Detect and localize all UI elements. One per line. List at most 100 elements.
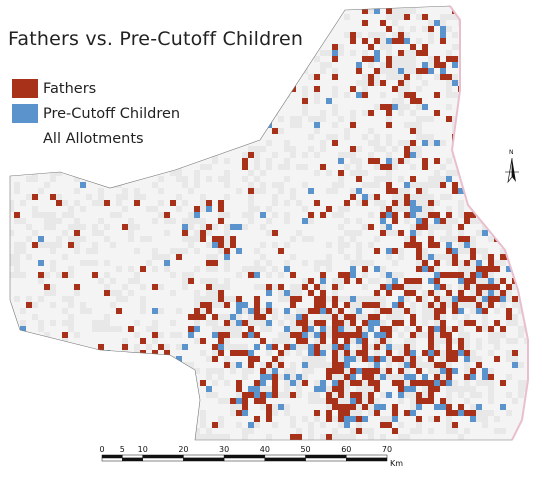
allotment-parcel [176,380,182,386]
allotment-parcel [38,392,44,398]
allotment-parcel [470,188,476,194]
allotment-parcel [344,374,350,380]
allotment-parcel [398,74,404,80]
allotment-parcel [206,242,212,248]
allotment-parcel [260,392,266,398]
allotment-parcel [254,50,260,56]
allotment-parcel [134,356,140,362]
allotment-parcel [482,380,488,386]
allotment-parcel [218,20,224,26]
allotment-parcel [350,434,356,440]
allotment-parcel [506,440,512,446]
allotment-parcel [500,62,506,68]
allotment-parcel [464,368,470,374]
allotment-parcel [56,422,62,428]
allotment-parcel [38,410,44,416]
allotment-parcel [368,128,374,134]
allotment-parcel [410,152,416,158]
allotment-parcel [26,176,32,182]
allotment-parcel [434,320,440,326]
allotment-parcel [14,242,20,248]
allotment-parcel [374,56,380,62]
allotment-parcel [74,236,80,242]
allotment-parcel [224,434,230,440]
allotment-parcel [104,272,110,278]
allotment-parcel [344,338,350,344]
allotment-parcel [392,14,398,20]
allotment-parcel [368,302,374,308]
allotment-parcel [320,308,326,314]
allotment-parcel [386,176,392,182]
allotment-parcel [266,350,272,356]
allotment-parcel [392,314,398,320]
allotment-parcel [458,308,464,314]
allotment-parcel [404,50,410,56]
allotment-parcel [248,272,254,278]
allotment-parcel [416,230,422,236]
allotment-parcel [422,398,428,404]
allotment-parcel [506,356,512,362]
allotment-parcel [494,140,500,146]
legend-item-allotments: All Allotments [12,126,180,151]
allotment-parcel [338,206,344,212]
allotment-parcel [470,260,476,266]
allotment-parcel [92,362,98,368]
allotment-parcel [428,386,434,392]
allotment-parcel [506,296,512,302]
allotment-parcel [464,428,470,434]
allotment-parcel [344,410,350,416]
allotment-parcel [344,134,350,140]
allotment-parcel [374,302,380,308]
allotment-parcel [236,188,242,194]
scale-tick-label: 60 [341,445,351,454]
allotment-parcel [350,230,356,236]
allotment-parcel [284,74,290,80]
allotment-parcel [356,164,362,170]
allotment-parcel [332,374,338,380]
allotment-parcel [500,230,506,236]
allotment-parcel [320,326,326,332]
allotment-parcel [260,254,266,260]
allotment-parcel [302,110,308,116]
allotment-parcel [416,122,422,128]
allotment-parcel [422,350,428,356]
allotment-parcel [98,320,104,326]
allotment-parcel [254,320,260,326]
allotment-parcel [374,344,380,350]
allotment-parcel [50,248,56,254]
allotment-parcel [50,242,56,248]
allotment-parcel [362,8,368,14]
allotment-parcel [530,140,536,146]
allotment-parcel [272,308,278,314]
allotment-parcel [14,74,20,80]
allotment-parcel [284,20,290,26]
allotment-parcel [140,110,146,116]
allotment-parcel [20,272,26,278]
allotment-parcel [272,26,278,32]
allotment-parcel [170,68,176,74]
allotment-parcel [206,200,212,206]
allotment-parcel [188,86,194,92]
allotment-parcel [338,434,344,440]
allotment-parcel [134,194,140,200]
allotment-parcel [26,374,32,380]
allotment-parcel [476,206,482,212]
allotment-parcel [26,98,32,104]
allotment-parcel [140,104,146,110]
allotment-parcel [14,434,20,440]
allotment-parcel [476,302,482,308]
allotment-parcel [368,428,374,434]
allotment-parcel [272,338,278,344]
allotment-parcel [14,374,20,380]
allotment-parcel [344,326,350,332]
allotment-parcel [278,14,284,20]
allotment-parcel [452,296,458,302]
allotment-parcel [374,308,380,314]
allotment-parcel [194,314,200,320]
allotment-parcel [38,398,44,404]
allotment-parcel [512,50,518,56]
allotment-parcel [368,392,374,398]
allotment-parcel [476,272,482,278]
allotment-parcel [422,104,428,110]
allotment-parcel [488,410,494,416]
